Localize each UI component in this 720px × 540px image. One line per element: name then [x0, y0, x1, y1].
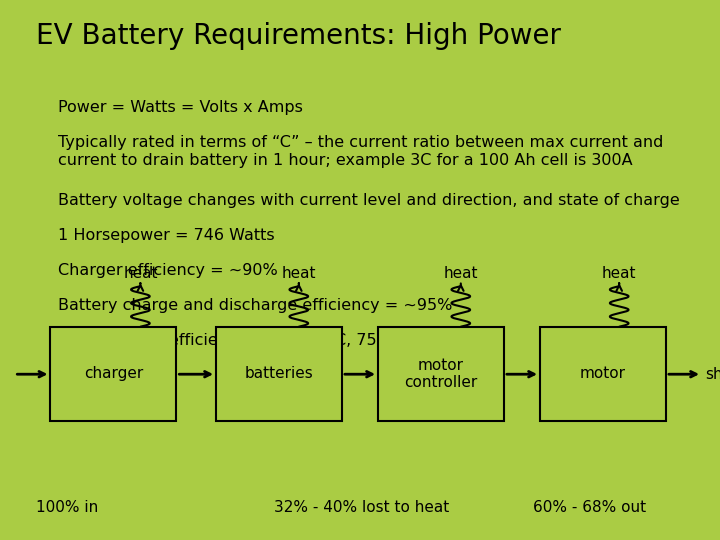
Text: charger: charger	[84, 367, 143, 381]
Text: motor: motor	[580, 367, 626, 381]
Text: 32% - 40% lost to heat: 32% - 40% lost to heat	[274, 500, 449, 515]
Text: Battery charge and discharge efficiency = ~95%: Battery charge and discharge efficiency …	[58, 298, 452, 313]
Text: EV Battery Requirements: High Power: EV Battery Requirements: High Power	[36, 22, 561, 50]
Bar	[216, 327, 342, 421]
Text: Power = Watts = Volts x Amps: Power = Watts = Volts x Amps	[58, 100, 302, 115]
Bar	[540, 327, 666, 421]
Text: Typically rated in terms of “C” – the current ratio between max current and
curr: Typically rated in terms of “C” – the cu…	[58, 135, 663, 168]
Text: 1 Horsepower = 746 Watts: 1 Horsepower = 746 Watts	[58, 228, 274, 243]
Bar	[378, 327, 504, 421]
Text: batteries: batteries	[245, 367, 313, 381]
Text: heat: heat	[282, 266, 316, 281]
Text: Battery voltage changes with current level and direction, and state of charge: Battery voltage changes with current lev…	[58, 193, 680, 208]
Bar	[50, 327, 176, 421]
Text: 60% - 68% out: 60% - 68% out	[533, 500, 646, 515]
Text: heat: heat	[602, 266, 636, 281]
Text: heat: heat	[123, 266, 158, 281]
Text: 100% in: 100% in	[36, 500, 98, 515]
Text: Charger efficiency = ~90%: Charger efficiency = ~90%	[58, 263, 277, 278]
Text: heat: heat	[444, 266, 478, 281]
Text: Drive system efficiency = ~85% AC, 75% DC: Drive system efficiency = ~85% AC, 75% D…	[58, 333, 420, 348]
Text: shaft: shaft	[706, 367, 720, 382]
Text: motor
controller: motor controller	[405, 357, 477, 390]
